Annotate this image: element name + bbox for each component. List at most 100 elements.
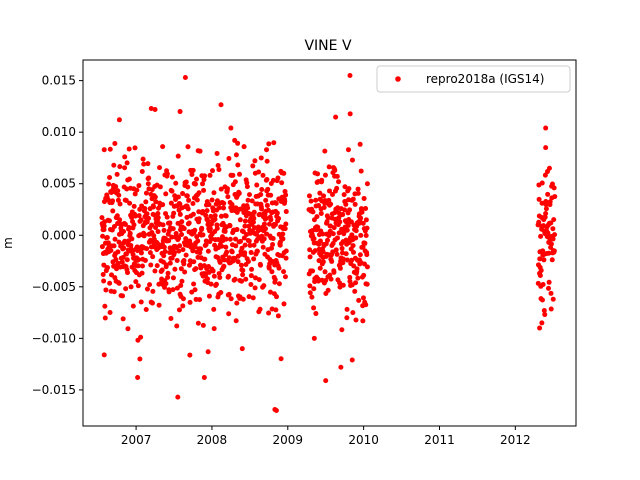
data-point [310,209,316,215]
data-point [224,186,230,192]
data-point [218,213,224,219]
data-point [105,240,111,246]
data-point [317,190,323,196]
data-point [543,206,549,212]
data-point [274,294,279,300]
data-point [223,244,229,250]
data-point [540,282,546,288]
data-point [321,193,327,199]
data-point [259,186,265,192]
data-point [346,186,352,192]
data-point [212,242,218,248]
data-point [273,408,279,414]
data-point [207,172,213,178]
data-point [543,210,549,216]
data-point [246,238,252,244]
data-point [326,164,332,170]
data-point [145,161,151,167]
data-point [119,259,125,265]
data-point [208,213,214,219]
data-point [208,221,214,227]
data-point [121,228,127,234]
data-point [155,215,161,221]
data-point [160,202,166,208]
data-point [260,244,266,250]
data-point [117,164,123,170]
data-point [211,306,217,312]
data-point [276,265,282,271]
data-point [250,219,256,225]
data-point [138,334,144,340]
data-point [251,242,257,248]
data-point [337,219,343,225]
data-point [261,236,267,242]
data-point [355,190,361,196]
data-point [245,197,251,203]
data-point [333,114,339,120]
data-point [545,191,551,197]
data-point [347,111,353,117]
data-point [219,243,225,249]
data-point [228,125,234,131]
data-point [309,294,315,300]
data-point [108,247,114,253]
data-point [126,146,132,152]
data-point [120,316,126,322]
data-point [185,144,191,150]
data-point [170,226,176,232]
data-point [259,206,265,212]
data-point [200,232,206,238]
data-point [543,125,549,131]
data-points [99,72,558,414]
data-point [541,308,547,314]
data-point [253,275,259,281]
data-point [281,301,287,307]
data-point [270,177,276,183]
data-point [115,249,121,255]
x-tick-label: 2009 [273,433,304,447]
data-point [262,226,268,232]
data-point [182,269,188,275]
data-point [107,309,113,315]
data-point [357,252,363,258]
data-point [147,250,153,256]
data-point [115,260,121,266]
data-point [247,242,253,248]
data-point [313,197,319,203]
data-point [123,251,129,257]
data-point [361,272,367,278]
data-point [321,205,327,211]
data-point [278,356,284,362]
data-point [177,109,183,115]
data-point [120,293,126,299]
data-point [267,289,273,295]
data-point [337,280,343,286]
data-point [135,375,141,381]
data-point [211,326,217,332]
data-point [157,184,163,190]
data-point [237,217,243,223]
data-point [136,257,142,263]
data-point [336,179,342,185]
data-point [207,226,213,232]
data-point [192,244,198,250]
data-point [269,269,275,275]
legend-marker [395,76,401,82]
data-point [149,300,155,306]
data-point [210,268,216,274]
data-point [165,274,171,280]
data-point [196,190,202,196]
data-point [175,194,181,200]
data-point [184,193,190,199]
data-point [232,276,238,282]
data-point [323,378,329,384]
data-point [111,224,117,230]
data-point [283,209,289,215]
data-point [145,181,151,187]
data-point [239,346,245,352]
data-point [320,249,326,255]
data-point [240,267,246,273]
data-point [143,306,149,312]
data-point [132,145,138,151]
data-point [273,200,279,206]
